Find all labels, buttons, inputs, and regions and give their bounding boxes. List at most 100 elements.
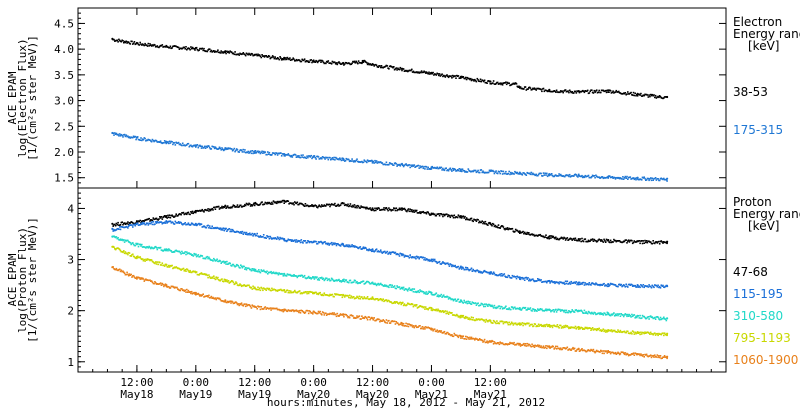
data-point (656, 286, 659, 288)
data-point (346, 315, 348, 317)
data-point (163, 248, 166, 251)
data-point (586, 89, 589, 92)
data-point (148, 217, 150, 220)
data-point (274, 272, 276, 275)
data-point (384, 299, 387, 301)
data-point (208, 256, 210, 259)
data-point (334, 202, 336, 205)
data-point (624, 331, 627, 334)
data-point (177, 214, 180, 216)
data-point (322, 156, 325, 159)
data-point (475, 338, 478, 340)
data-point (595, 329, 598, 332)
data-point (467, 300, 470, 303)
data-point (532, 325, 534, 328)
data-point (530, 345, 533, 348)
data-point (614, 239, 617, 242)
data-point (493, 172, 496, 175)
data-point (136, 257, 138, 260)
data-point (447, 76, 450, 79)
data-point (502, 274, 505, 276)
data-point (591, 176, 593, 178)
data-point (367, 160, 370, 163)
data-point (639, 314, 641, 317)
data-point (274, 289, 276, 291)
electron-ylabel-line: [1/(cm²s ster MeV)] (26, 35, 39, 161)
data-point (590, 312, 592, 315)
data-point (598, 312, 600, 314)
data-point (666, 317, 669, 320)
data-point (543, 90, 546, 93)
data-point (152, 221, 155, 223)
data-point (311, 157, 313, 160)
data-point (384, 163, 387, 166)
data-point (303, 156, 306, 158)
data-point (381, 208, 384, 211)
data-point (265, 55, 267, 57)
data-point (375, 161, 377, 164)
data-point (604, 331, 607, 333)
data-point (411, 303, 414, 306)
data-point (156, 283, 159, 285)
data-point (122, 223, 124, 226)
data-point (338, 278, 340, 281)
data-point (511, 172, 514, 174)
data-point (514, 322, 517, 324)
data-point (160, 45, 163, 47)
data-point (277, 273, 280, 276)
data-point (133, 276, 136, 278)
data-point (270, 309, 272, 311)
data-point (330, 204, 332, 206)
data-point (303, 275, 305, 278)
data-point (388, 299, 390, 302)
data-point (615, 177, 618, 179)
data-point (232, 52, 235, 55)
data-point (173, 223, 176, 225)
data-point (456, 313, 458, 316)
data-point (454, 75, 456, 77)
data-point (204, 257, 207, 260)
data-point (579, 238, 582, 240)
data-point (483, 80, 485, 83)
data-point (451, 74, 454, 77)
data-point (153, 247, 155, 249)
data-point (199, 295, 201, 297)
data-point (335, 315, 338, 318)
data-point (435, 308, 438, 311)
data-point (566, 280, 569, 283)
data-point (463, 217, 465, 219)
data-point (339, 280, 342, 282)
data-point (612, 90, 614, 92)
data-point (480, 271, 483, 273)
data-point (208, 48, 211, 50)
data-point (618, 313, 621, 315)
data-point (389, 253, 392, 255)
data-point (597, 350, 600, 353)
data-point (132, 222, 134, 224)
data-point (459, 216, 461, 219)
data-point (274, 56, 276, 58)
data-point (303, 311, 305, 314)
data-point (487, 305, 489, 307)
data-point (385, 299, 388, 301)
data-point (652, 240, 654, 242)
data-point (632, 352, 635, 354)
data-point (371, 281, 374, 284)
data-point (184, 251, 186, 253)
data-point (332, 158, 335, 161)
data-point (564, 175, 566, 178)
data-point (285, 200, 288, 202)
data-point (186, 213, 188, 216)
data-point (383, 285, 385, 287)
data-point (244, 266, 247, 269)
data-point (294, 59, 297, 62)
data-point (349, 203, 352, 205)
data-point (626, 93, 628, 95)
data-point (294, 289, 296, 292)
data-point (610, 176, 613, 179)
data-point (229, 262, 231, 265)
data-point (645, 179, 648, 181)
data-point (390, 209, 393, 212)
data-point (651, 284, 654, 287)
data-point (564, 324, 567, 327)
